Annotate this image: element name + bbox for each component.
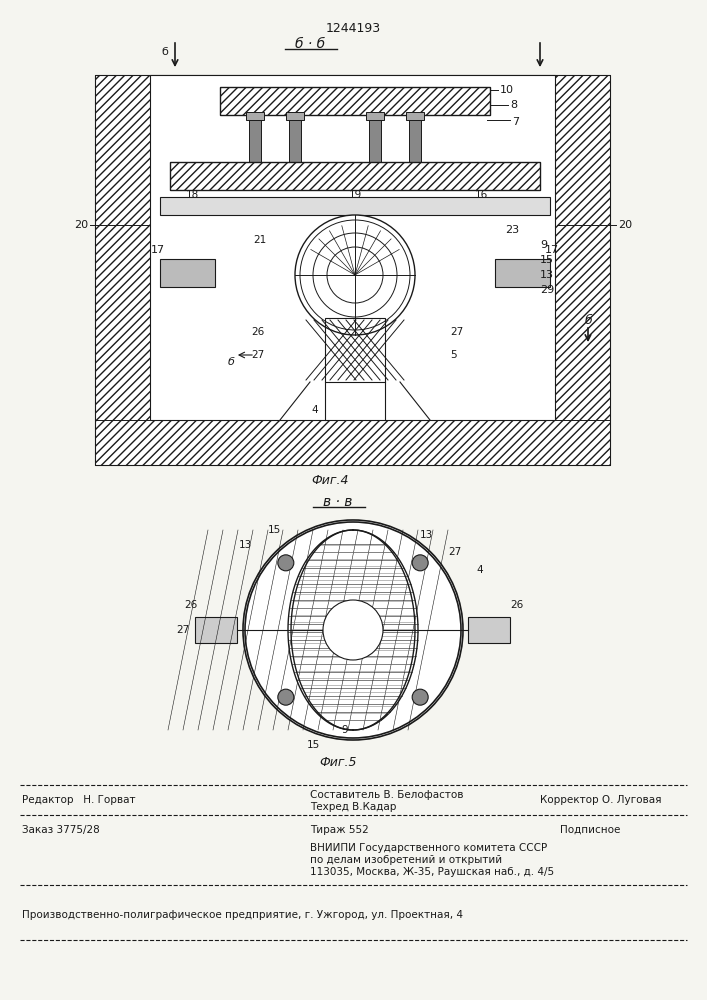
Bar bbox=[95, 75, 610, 465]
Text: Тираж 552: Тираж 552 bbox=[310, 825, 369, 835]
Bar bbox=[289, 115, 301, 165]
Circle shape bbox=[278, 555, 294, 571]
Text: 26: 26 bbox=[510, 600, 523, 610]
Text: 23: 23 bbox=[505, 225, 519, 235]
Bar bbox=[160, 259, 215, 287]
Bar bbox=[160, 197, 550, 215]
Text: 1244193: 1244193 bbox=[325, 22, 380, 35]
Bar bbox=[286, 112, 304, 120]
Text: Составитель В. Белофастов: Составитель В. Белофастов bbox=[310, 790, 464, 800]
Bar bbox=[170, 162, 540, 190]
Text: 8: 8 bbox=[510, 100, 517, 110]
Text: Производственно-полиграфическое предприятие, г. Ужгород, ул. Проектная, 4: Производственно-полиграфическое предприя… bbox=[22, 910, 463, 920]
Text: Заказ 3775/28: Заказ 3775/28 bbox=[22, 825, 100, 835]
Text: 18: 18 bbox=[185, 190, 199, 200]
Bar bbox=[95, 75, 150, 465]
Circle shape bbox=[412, 555, 428, 571]
Text: 5: 5 bbox=[450, 350, 457, 360]
Text: б: б bbox=[228, 357, 235, 367]
Bar bbox=[555, 75, 610, 465]
Text: б: б bbox=[162, 47, 168, 57]
Text: 29: 29 bbox=[540, 285, 554, 295]
Bar bbox=[246, 112, 264, 120]
Bar bbox=[220, 87, 490, 115]
Text: 27: 27 bbox=[448, 547, 461, 557]
Text: 27: 27 bbox=[177, 625, 190, 635]
Text: 20: 20 bbox=[74, 220, 88, 230]
Bar bbox=[150, 75, 555, 420]
Bar bbox=[406, 112, 424, 120]
Bar bbox=[495, 259, 550, 287]
Text: 27: 27 bbox=[252, 350, 265, 360]
Text: 10: 10 bbox=[500, 85, 514, 95]
Text: 113035, Москва, Ж-35, Раушская наб., д. 4/5: 113035, Москва, Ж-35, Раушская наб., д. … bbox=[310, 867, 554, 877]
Text: 15: 15 bbox=[307, 740, 320, 750]
Text: 9: 9 bbox=[341, 725, 349, 735]
Text: 4: 4 bbox=[311, 405, 318, 415]
Text: 13: 13 bbox=[540, 270, 554, 280]
Text: 4: 4 bbox=[476, 565, 483, 575]
Text: Редактор   Н. Горват: Редактор Н. Горват bbox=[22, 795, 136, 805]
Text: в · в: в · в bbox=[323, 495, 353, 509]
Text: Фиг.4: Фиг.4 bbox=[311, 474, 349, 487]
Bar bbox=[409, 115, 421, 165]
Text: по делам изобретений и открытий: по делам изобретений и открытий bbox=[310, 855, 502, 865]
Text: 13: 13 bbox=[420, 530, 433, 540]
Bar bbox=[369, 115, 381, 165]
Circle shape bbox=[323, 600, 383, 660]
Text: 27: 27 bbox=[450, 327, 463, 337]
Text: 26: 26 bbox=[185, 600, 198, 610]
Circle shape bbox=[278, 689, 294, 705]
Bar bbox=[220, 87, 490, 115]
Circle shape bbox=[295, 215, 415, 335]
Text: 15: 15 bbox=[540, 255, 554, 265]
Text: 20: 20 bbox=[618, 220, 632, 230]
Text: 7: 7 bbox=[512, 117, 519, 127]
Text: Фиг.5: Фиг.5 bbox=[320, 756, 357, 768]
Text: 21: 21 bbox=[253, 235, 267, 245]
Text: б · б: б · б bbox=[295, 37, 325, 51]
Text: 16: 16 bbox=[475, 190, 489, 200]
Circle shape bbox=[412, 689, 428, 705]
Text: Техред В.Кадар: Техред В.Кадар bbox=[310, 802, 397, 812]
Text: 19: 19 bbox=[349, 190, 361, 200]
Bar bbox=[170, 162, 540, 190]
Text: 17: 17 bbox=[151, 245, 165, 255]
Text: 15: 15 bbox=[267, 525, 281, 535]
Text: 17: 17 bbox=[545, 245, 559, 255]
Text: 13: 13 bbox=[238, 540, 252, 550]
Text: Подписное: Подписное bbox=[560, 825, 620, 835]
Text: б: б bbox=[584, 314, 592, 326]
Text: Корректор О. Луговая: Корректор О. Луговая bbox=[540, 795, 662, 805]
Bar bbox=[249, 115, 261, 165]
Bar bbox=[366, 112, 384, 120]
Text: 26: 26 bbox=[252, 327, 265, 337]
Bar bbox=[195, 617, 237, 643]
Bar bbox=[95, 420, 610, 465]
Text: ВНИИПИ Государственного комитета СССР: ВНИИПИ Государственного комитета СССР bbox=[310, 843, 547, 853]
Bar bbox=[468, 617, 510, 643]
Text: 9: 9 bbox=[540, 240, 547, 250]
Circle shape bbox=[243, 520, 463, 740]
